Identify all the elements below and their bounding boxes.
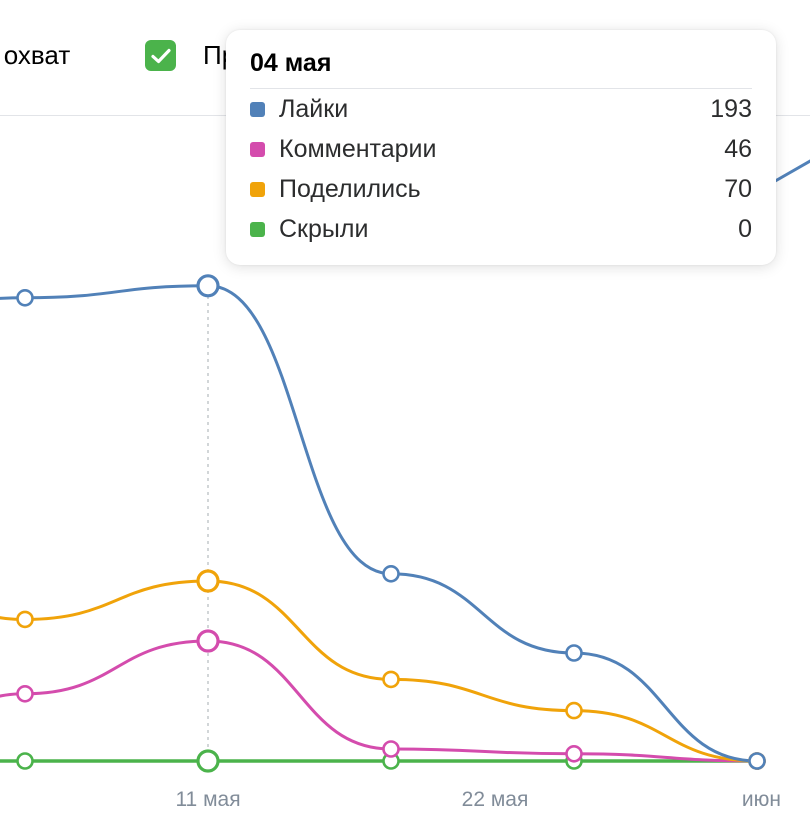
data-point[interactable] [16,684,34,703]
x-tick-label: 22 мая [462,788,529,811]
series-line-continuation [769,159,810,186]
series-color-dot [250,222,265,237]
data-point[interactable] [196,569,220,593]
data-point[interactable] [382,740,400,758]
series-line [0,639,758,763]
data-point[interactable] [16,752,34,770]
check-icon [150,48,171,63]
data-point[interactable] [16,610,34,629]
tooltip-row-label: Лайки [279,95,349,123]
series-color-dot [250,142,265,157]
series-layer [0,159,810,773]
tooltip-row-comments: Комментарии 46 [250,129,752,169]
data-point[interactable] [565,701,583,720]
series-color-dot [250,102,265,117]
tooltip-row-value: 0 [738,215,752,243]
data-point[interactable] [16,288,34,307]
tooltip-row-value: 70 [724,175,752,203]
data-point[interactable] [382,670,400,689]
tooltip-row-shares: Поделились 70 [250,169,752,209]
data-point[interactable] [748,752,766,770]
x-tick-label: июн [742,788,781,811]
data-point[interactable] [196,749,220,773]
series-color-dot [250,182,265,197]
tooltip-row-value: 46 [724,135,752,163]
x-tick-label: 11 мая [175,788,240,811]
tooltip-row-label: Поделились [279,175,421,203]
tooltip-row-label: Скрыли [279,215,369,243]
data-point[interactable] [196,274,220,298]
tooltip-title: 04 мая [250,30,752,89]
legend-checkbox[interactable] [145,40,176,71]
tooltip-row-likes: Лайки 193 [250,89,752,129]
tooltip-row-value: 193 [710,95,752,123]
series-line [0,284,758,763]
data-point[interactable] [196,629,220,653]
tooltip-row-hidden: Скрыли 0 [250,209,752,249]
data-point[interactable] [565,644,583,662]
legend-item-reach-label: й охват [0,40,71,70]
tooltip: 04 мая Лайки 193 Комментарии 46 Поделили… [226,30,776,265]
x-axis: 11 мая 22 мая июн [175,788,781,811]
series-line [0,579,758,763]
data-point[interactable] [565,744,583,763]
data-point[interactable] [382,564,400,583]
tooltip-row-label: Комментарии [279,135,437,163]
